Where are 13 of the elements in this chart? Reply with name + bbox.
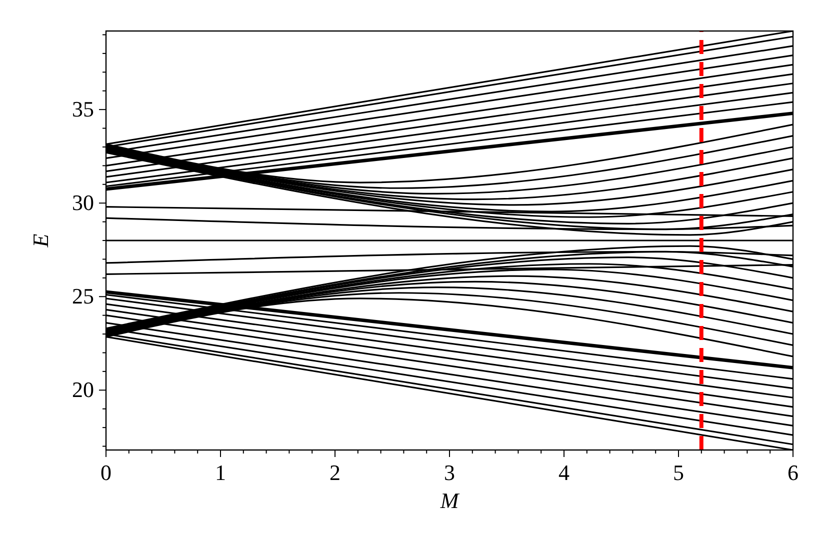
y-tick-label: 30 bbox=[72, 190, 94, 216]
x-tick-label: 6 bbox=[788, 460, 798, 485]
x-tick-label: 1 bbox=[215, 460, 226, 485]
x-tick-label: 4 bbox=[558, 460, 570, 485]
x-tick-label: 3 bbox=[444, 460, 455, 485]
x-tick-label: 2 bbox=[330, 460, 340, 485]
y-tick-label: 25 bbox=[72, 284, 94, 309]
y-axis-title: E bbox=[28, 233, 53, 248]
x-tick-label: 0 bbox=[100, 460, 112, 485]
x-axis-title: M bbox=[439, 488, 460, 513]
x-tick-label: 5 bbox=[673, 460, 684, 485]
y-tick-label: 35 bbox=[72, 96, 94, 122]
y-tick-label: 20 bbox=[72, 377, 94, 402]
